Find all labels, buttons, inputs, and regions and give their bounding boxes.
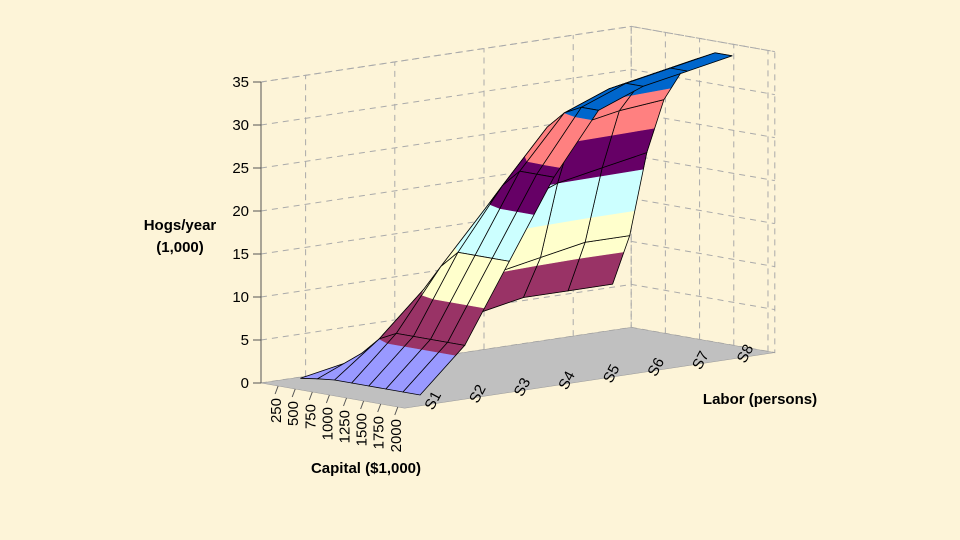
z-tick-label: 15 [232, 246, 249, 263]
y-tick-label: S6 [644, 355, 668, 379]
z-gridline [260, 240, 775, 298]
y-tick-label: S8 [734, 342, 758, 366]
x-tick-label: 1000 [319, 407, 336, 440]
x-tick-label: 1750 [371, 416, 388, 449]
x-tick-label: 250 [268, 398, 285, 423]
z-axis-ticks: 0 5 10 15 20 25 30 35 [232, 74, 262, 392]
z-tick-label: 10 [232, 289, 249, 306]
x-tick-label: 1500 [354, 413, 371, 446]
z-tick-label: 5 [241, 332, 249, 349]
surface-mesh-cell [402, 341, 466, 396]
x-tick-label: 750 [302, 404, 319, 429]
chart-surface [300, 52, 733, 396]
x-tick-label: 2000 [388, 419, 405, 452]
z-axis-label-line2: (1,000) [156, 239, 204, 256]
z-gridline [260, 68, 775, 126]
y-tick-label: S1 [421, 389, 445, 413]
y-tick-label: S4 [555, 368, 579, 392]
z-tick-label: 30 [232, 117, 249, 134]
z-gridline [260, 111, 775, 169]
z-gridline [260, 25, 775, 83]
z-tick-label: 20 [232, 203, 249, 220]
surface-band-patch [670, 52, 733, 72]
x-tick-mark [394, 406, 399, 416]
z-gridline [260, 283, 775, 341]
y-axis-label: Labor (persons) [703, 391, 817, 408]
y-tick-label: S7 [689, 348, 713, 372]
z-tick-label: 0 [241, 375, 249, 392]
x-axis-label: Capital ($1,000) [311, 460, 421, 477]
x-tick-mark [360, 400, 365, 410]
y-tick-label: S2 [466, 382, 490, 406]
x-axis-ticks: 250 500 750 1000 1250 1500 1750 2000 [268, 385, 405, 452]
x-tick-mark [291, 388, 296, 398]
z-tick-label: 35 [232, 74, 249, 91]
x-tick-label: 500 [285, 401, 302, 426]
x-tick-mark [343, 397, 347, 407]
x-tick-mark [308, 391, 313, 401]
x-tick-label: 1250 [337, 410, 354, 443]
x-tick-mark [377, 403, 382, 413]
y-tick-label: S3 [511, 375, 535, 399]
x-tick-mark [274, 385, 279, 395]
x-tick-mark [325, 394, 330, 404]
y-axis-ticks: S1 S2 S3 S4 S5 S6 S7 S8 [421, 342, 757, 413]
z-tick-label: 25 [232, 160, 249, 177]
z-axis-label-line1: Hogs/year [144, 217, 217, 234]
y-tick-label: S5 [600, 362, 624, 386]
